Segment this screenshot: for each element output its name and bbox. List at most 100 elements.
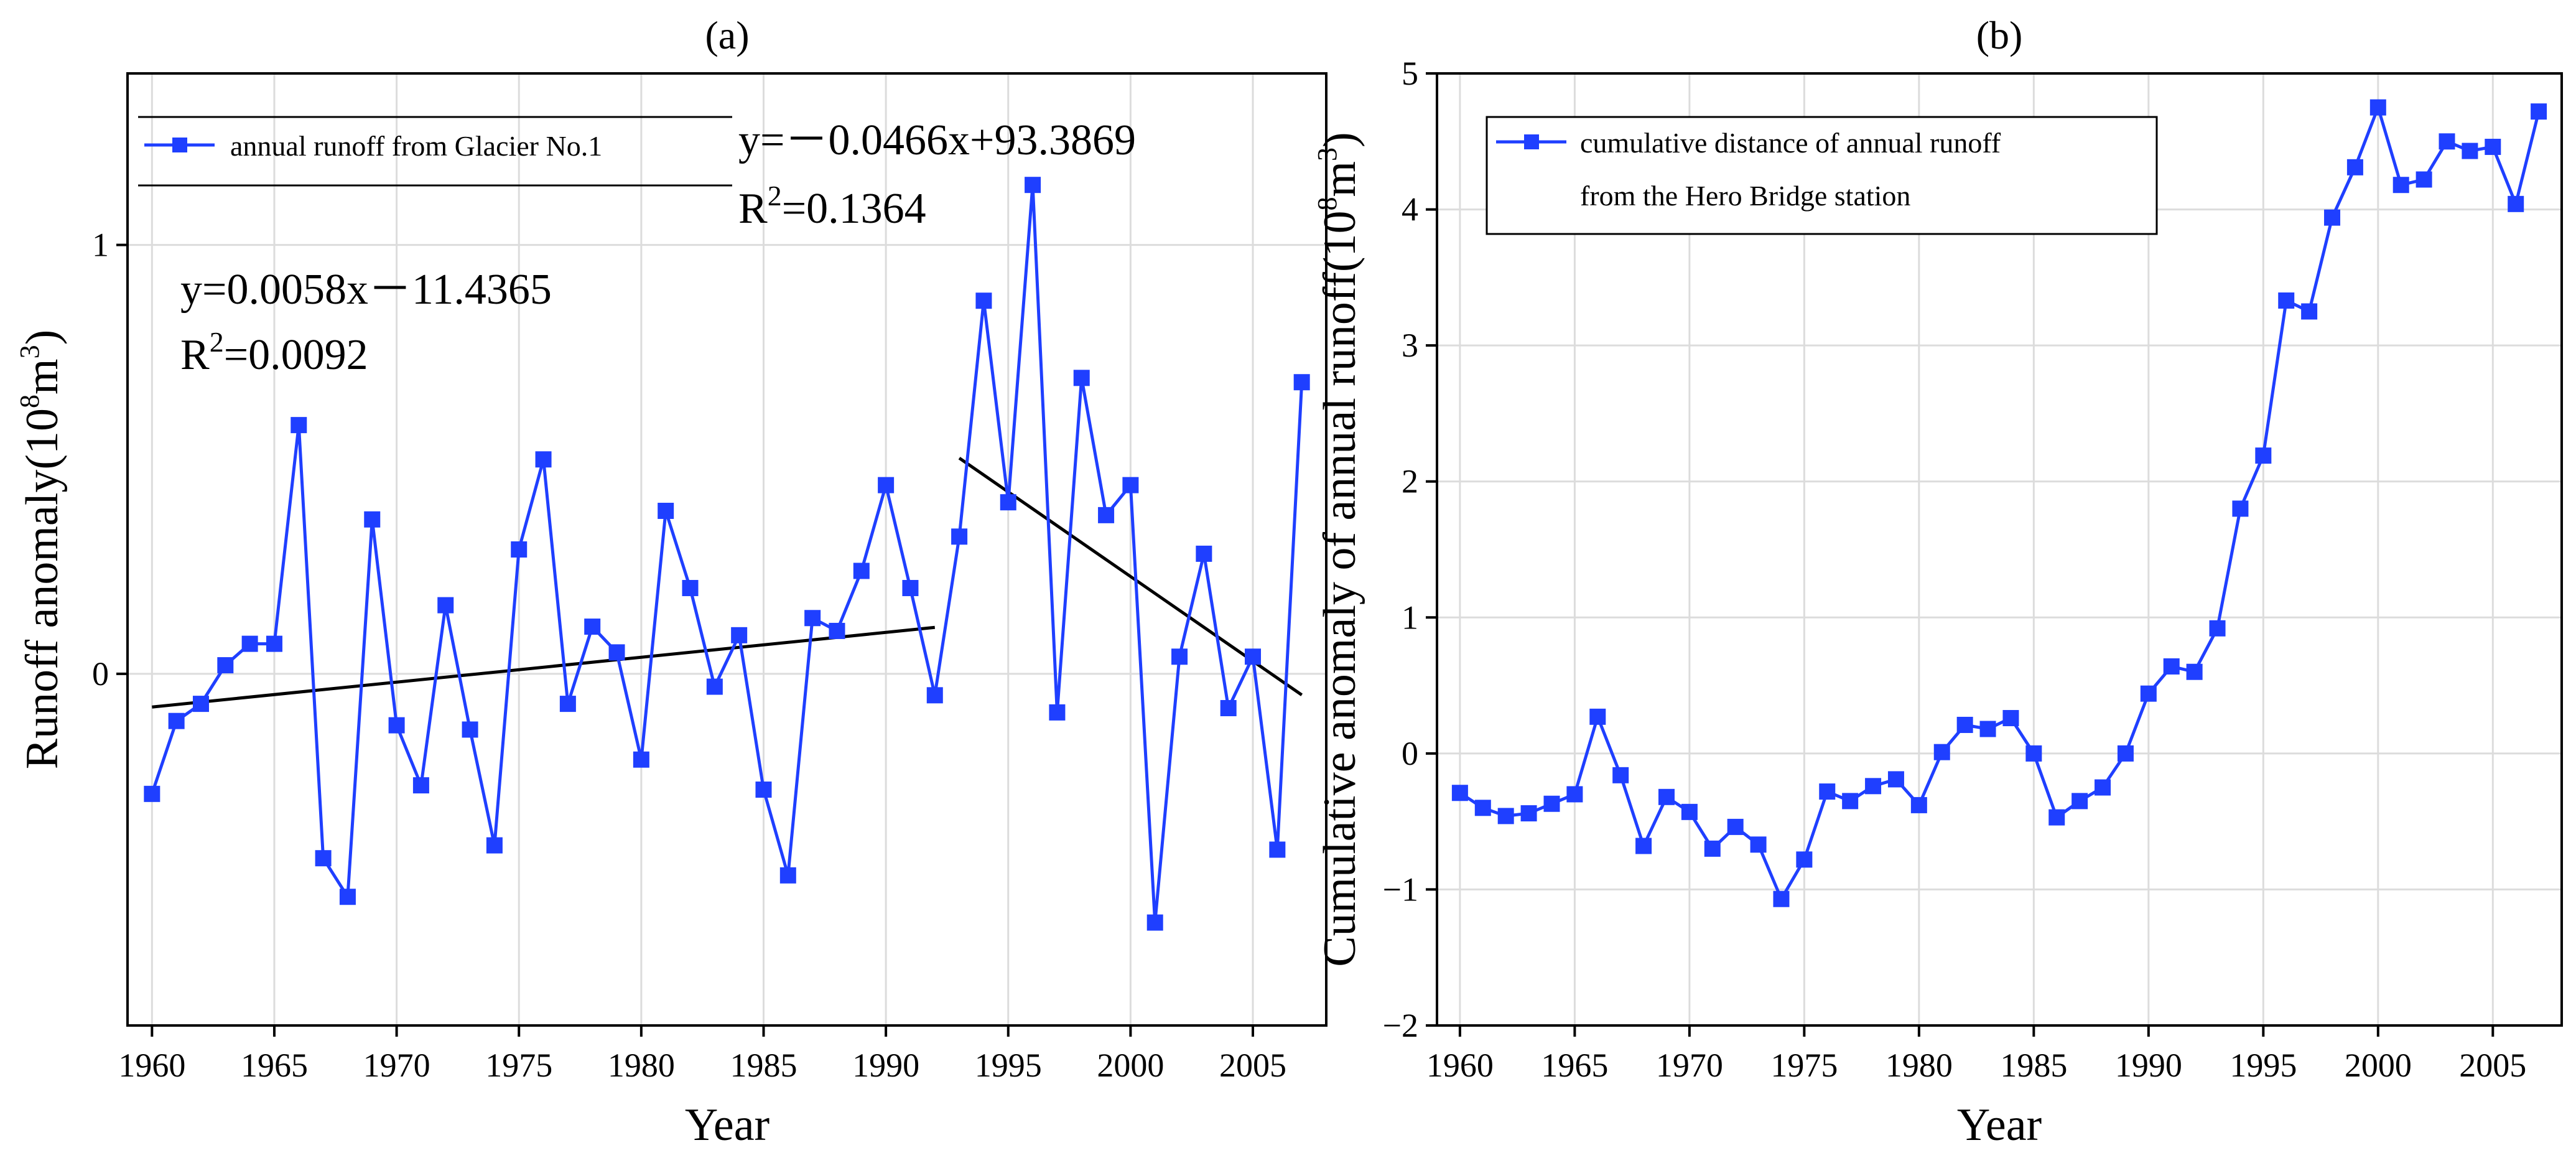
data-point bbox=[1122, 477, 1139, 493]
data-point bbox=[2346, 159, 2363, 175]
data-point bbox=[1269, 841, 1286, 858]
data-point bbox=[2301, 303, 2318, 320]
data-point bbox=[315, 850, 332, 867]
data-point bbox=[559, 696, 576, 712]
data-point bbox=[144, 785, 160, 802]
data-point bbox=[2416, 171, 2432, 188]
data-point bbox=[1727, 818, 1744, 835]
data-point bbox=[437, 597, 454, 614]
x-tick-label: 1990 bbox=[2115, 1047, 2182, 1084]
panel-b-y-axis-title: Cumulative anomaly of annual runoff(108m… bbox=[1312, 132, 1365, 966]
data-point bbox=[2209, 620, 2226, 637]
data-point bbox=[2025, 745, 2042, 762]
data-point bbox=[1704, 840, 1721, 857]
panel-b-series bbox=[1451, 99, 2547, 907]
panel-a-legend-label: annual runoff from Glacier No.1 bbox=[230, 130, 602, 162]
x-tick-label: 1960 bbox=[1426, 1047, 1494, 1084]
x-tick-label: 1985 bbox=[2000, 1047, 2067, 1084]
data-point bbox=[2163, 658, 2180, 675]
data-point bbox=[1658, 788, 1675, 805]
data-point bbox=[2369, 99, 2386, 116]
y-tick-label: 1 bbox=[1402, 599, 1418, 636]
data-point bbox=[291, 417, 307, 434]
data-point bbox=[1451, 785, 1468, 801]
data-point bbox=[584, 619, 601, 635]
data-point bbox=[1635, 838, 1652, 854]
data-point bbox=[1049, 704, 1066, 721]
x-tick-label: 2005 bbox=[2459, 1047, 2526, 1084]
data-point bbox=[926, 687, 943, 704]
x-tick-label: 1985 bbox=[730, 1047, 797, 1084]
x-tick-label: 1975 bbox=[1770, 1047, 1838, 1084]
data-point bbox=[535, 451, 552, 468]
data-point bbox=[1566, 786, 1583, 803]
y-tick-label: 1 bbox=[92, 227, 109, 264]
panel-b-legend-label-line1: cumulative distance of annual runoff bbox=[1580, 127, 2001, 159]
series-line bbox=[1459, 106, 2541, 901]
data-point bbox=[1681, 803, 1698, 820]
data-point bbox=[902, 580, 919, 597]
data-point bbox=[1098, 507, 1115, 523]
data-point bbox=[1245, 648, 1262, 665]
data-point bbox=[486, 837, 503, 854]
panel-a-y-ticks: 01 bbox=[92, 227, 128, 693]
data-point bbox=[2117, 745, 2134, 762]
data-point bbox=[779, 867, 796, 884]
data-point bbox=[192, 696, 209, 712]
data-point bbox=[1293, 374, 1310, 391]
data-point bbox=[1887, 771, 1904, 788]
data-point bbox=[1612, 767, 1629, 783]
data-point bbox=[1220, 700, 1237, 716]
panel-a-runoff-anomaly: (a) 1960 1965 1970 1975 1980 1985 1990 1995 2000… bbox=[14, 13, 1328, 1151]
panel-b-x-axis-title: Year bbox=[1957, 1100, 2042, 1151]
data-point bbox=[1979, 721, 1996, 737]
data-point bbox=[1520, 805, 1537, 822]
y-tick-label: −2 bbox=[1383, 1007, 1418, 1044]
data-point bbox=[2002, 710, 2019, 727]
panel-a-y-axis-title: Runoff anomaly(108m3) bbox=[14, 330, 68, 769]
y-tick-label: 5 bbox=[1402, 55, 1418, 92]
data-point bbox=[2462, 142, 2478, 159]
panel-b-title: (b) bbox=[1976, 13, 2023, 57]
panel-a-trend2-r2: R2=0.1364 bbox=[738, 180, 926, 233]
data-point bbox=[1773, 890, 1790, 907]
data-point bbox=[1589, 708, 1606, 725]
data-point bbox=[2485, 139, 2501, 156]
panel-a-title: (a) bbox=[705, 13, 749, 57]
panel-a-trend1-equation: y=0.0058x－11.4365 bbox=[180, 266, 552, 314]
data-point bbox=[829, 622, 845, 639]
x-tick-label: 2000 bbox=[2345, 1047, 2412, 1084]
data-point bbox=[2095, 779, 2111, 796]
panel-b-legend-label-line2: from the Hero Bridge station bbox=[1580, 180, 1910, 212]
x-tick-label: 1995 bbox=[2230, 1047, 2297, 1084]
panel-b-cumulative-anomaly: (b) 1960 1965 1970 1975 1980 1985 1990 1995 2000… bbox=[1312, 13, 2563, 1151]
panel-a-x-axis-title: Year bbox=[685, 1100, 770, 1151]
x-tick-label: 1960 bbox=[118, 1047, 185, 1084]
x-tick-label: 1975 bbox=[485, 1047, 552, 1084]
data-point bbox=[706, 678, 723, 695]
data-point bbox=[339, 889, 356, 905]
data-point bbox=[2071, 793, 2088, 810]
data-point bbox=[241, 635, 258, 652]
panel-a-x-ticks: 1960 1965 1970 1975 1980 1985 1990 1995 2000 2005 bbox=[118, 1025, 1286, 1084]
x-tick-label: 1990 bbox=[852, 1047, 919, 1084]
data-point bbox=[2255, 447, 2272, 464]
panel-a-grid bbox=[128, 73, 1326, 1025]
data-point bbox=[1497, 808, 1514, 824]
panel-b-y-ticks: −2 −1 0 1 2 3 4 5 bbox=[1383, 55, 1437, 1044]
data-point bbox=[388, 717, 405, 734]
data-point bbox=[2140, 685, 2157, 702]
panel-a-legend-swatch-marker bbox=[172, 138, 187, 152]
x-tick-label: 1980 bbox=[1886, 1047, 1953, 1084]
data-point bbox=[1543, 795, 1560, 812]
data-point bbox=[2186, 663, 2203, 680]
data-point bbox=[608, 644, 625, 661]
panel-b-legend-box bbox=[1486, 116, 2158, 235]
data-point bbox=[2232, 500, 2249, 517]
data-point bbox=[1750, 836, 1767, 853]
data-point bbox=[511, 541, 528, 558]
data-point bbox=[1956, 716, 1973, 733]
data-point bbox=[2531, 103, 2547, 120]
panel-a-trend-lines bbox=[152, 457, 1303, 709]
